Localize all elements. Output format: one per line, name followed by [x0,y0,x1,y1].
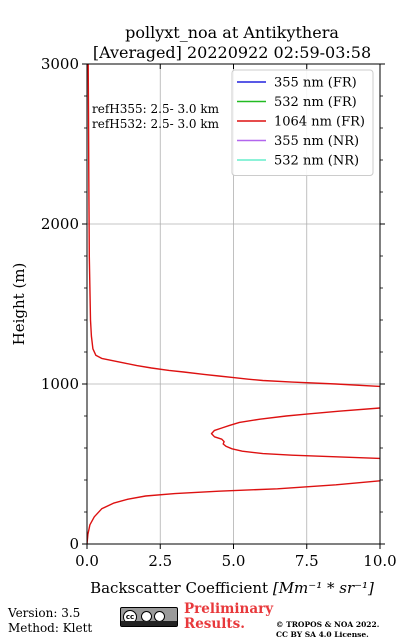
preliminary-line-1: Preliminary [184,601,274,617]
x-tick-label: 5.0 [222,552,246,570]
preliminary-line-2: Results. [184,616,245,632]
x-tick-label: 2.5 [148,552,172,570]
legend-label: 355 nm (NR) [274,134,359,149]
annotation-refh532: refH532: 2.5- 3.0 km [92,117,220,131]
copyright-line-1: © TROPOS & NOA 2022. [276,620,380,629]
y-tick-label: 1000 [41,375,79,393]
x-tick-label: 0.0 [75,552,99,570]
legend: 355 nm (FR) 532 nm (FR) 1064 nm (FR) 355 nm… [231,69,374,176]
x-axis-label: Backscatter Coefficient [Mm⁻¹ * sr⁻¹] [90,579,374,597]
y-tick-label: 2000 [41,215,79,233]
cc-logo-icon: cc [123,610,137,624]
series-line [87,64,380,544]
y-tick-label: 3000 [41,55,79,73]
legend-box [231,69,374,176]
method-text: Method: Klett [8,621,93,635]
chart-title-line-1: pollyxt_noa at Antikythera [125,23,339,42]
x-tick-label: 10.0 [363,552,396,570]
preliminary-results-text: Preliminary Results. [184,602,273,632]
legend-label: 532 nm (NR) [274,154,359,169]
axis-ticks: 0.0 2.5 5.0 7.5 10.0 0 1000 2000 3000 [41,55,397,570]
copyright-line-2: CC BY SA 4.0 License. [276,629,369,639]
cc-license-badge: cc [120,607,178,627]
version-text: Version: 3.5 [8,606,81,620]
footer-info: Version: 3.5 Method: Klett [8,606,92,636]
x-axis-label-unit: [Mm⁻¹ * sr⁻¹] [273,579,374,597]
y-tick-label: 0 [69,535,79,553]
data-lines [87,64,380,544]
x-tick-label: 7.5 [295,552,319,570]
license-strip [121,621,177,626]
legend-label: 355 nm (FR) [274,76,357,91]
chart-title-line-2: [Averaged] 20220922 02:59-03:58 [93,43,371,62]
backscatter-profile-chart: pollyxt_noa at Antikythera [Averaged] 20… [10,23,397,597]
annotation-refh355: refH355: 2.5- 3.0 km [92,102,220,116]
x-axis-label-text: Backscatter Coefficient [90,579,273,597]
y-axis-label: Height (m) [10,263,28,346]
legend-label: 1064 nm (FR) [274,115,365,130]
legend-label: 532 nm (FR) [274,95,357,110]
copyright-text: © TROPOS & NOA 2022. CC BY SA 4.0 Licens… [276,620,379,639]
